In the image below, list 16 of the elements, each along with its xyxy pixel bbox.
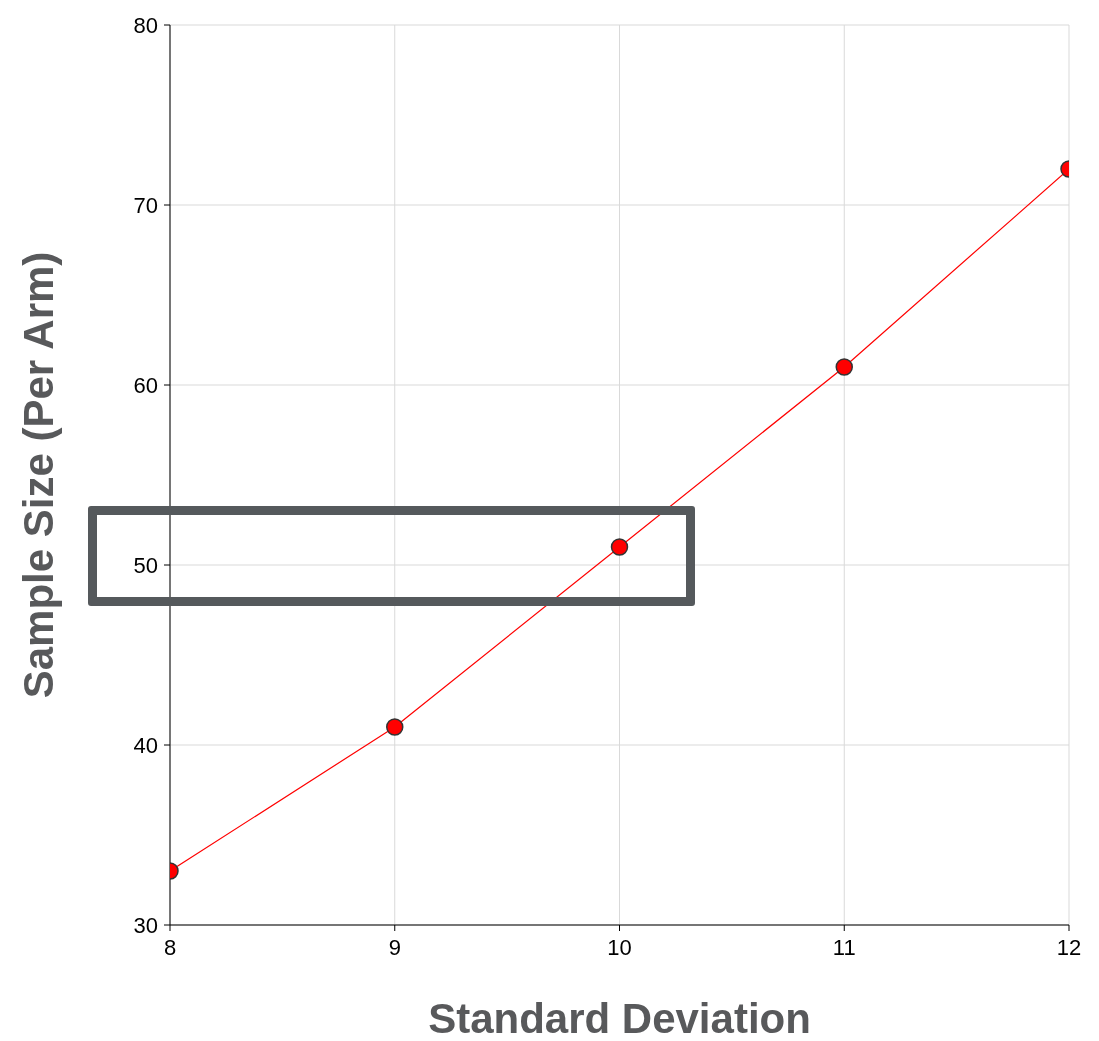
y-tick-label: 70: [133, 192, 158, 218]
point: [610, 538, 629, 556]
x-tick-label: 12: [1056, 934, 1082, 960]
x-tick-label: 8: [163, 934, 177, 960]
point: [835, 358, 853, 376]
x-axis-title: Standard Deviation: [428, 995, 811, 1041]
y-tick-label: 30: [133, 912, 158, 938]
y-tick-label: 40: [133, 732, 158, 758]
y-tick-label: 60: [133, 372, 158, 398]
x-tick-label: 10: [607, 934, 632, 960]
point: [386, 718, 404, 736]
y-axis-title: Sample Size (Per Arm): [14, 251, 62, 699]
x-tick-label: 9: [388, 934, 401, 960]
y-tick-label: 50: [133, 552, 158, 578]
y-tick-label: 80: [133, 12, 158, 38]
x-tick-label: 11: [832, 934, 856, 960]
